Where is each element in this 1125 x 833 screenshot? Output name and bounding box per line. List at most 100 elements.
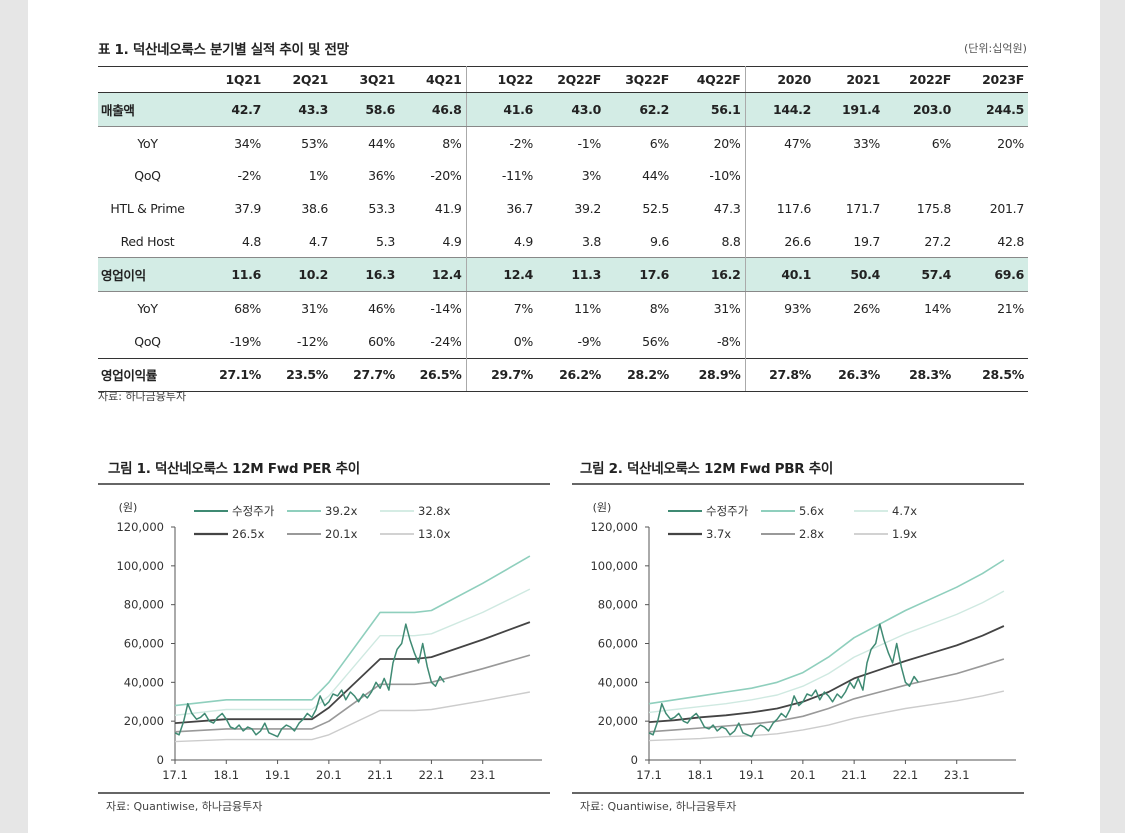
table-cell: 50.4 bbox=[815, 257, 884, 293]
table-cell bbox=[884, 325, 955, 358]
table-cell: -11% bbox=[501, 168, 533, 184]
chart1-per-band: 0 20,000 40,000 60,000 80,000 100,000 120,000 (… bbox=[116, 501, 542, 782]
table-cell: 1% bbox=[308, 168, 329, 184]
table-cell: 40.1 bbox=[745, 257, 815, 293]
x-tick-label: 19.1 bbox=[739, 768, 765, 782]
x-tick-label: 17.1 bbox=[162, 768, 188, 782]
series-13.0x-line bbox=[174, 691, 531, 743]
table-cell: 4.9 bbox=[514, 233, 533, 249]
table-source: 자료: 하나금융투자 bbox=[98, 390, 187, 403]
x-tick-label: 23.1 bbox=[944, 768, 970, 782]
column-header: 2021 bbox=[815, 66, 884, 93]
chart1-source: 자료: Quantiwise, 하나금융투자 bbox=[106, 800, 263, 813]
table-cell: 47% bbox=[784, 135, 811, 151]
table-cell: 26.5% bbox=[399, 357, 467, 393]
table-cell: 10.2 bbox=[265, 257, 332, 293]
column-header: 2022F bbox=[884, 66, 955, 93]
chart1-top-rule bbox=[98, 483, 550, 485]
legend-label: 13.0x bbox=[418, 527, 451, 541]
table-cell: 20% bbox=[997, 135, 1024, 151]
table-cell: 93% bbox=[784, 300, 811, 316]
row-label: 영업이익률 bbox=[98, 357, 198, 393]
legend-label: 5.6x bbox=[799, 504, 824, 518]
table-cell: 4.8 bbox=[242, 233, 261, 249]
y-tick-label: 60,000 bbox=[124, 637, 164, 651]
y-tick-label: 0 bbox=[157, 753, 164, 767]
table-cell: 26.3% bbox=[815, 357, 884, 393]
table-cell: 144.2 bbox=[745, 92, 815, 127]
table-cell: 27.8% bbox=[745, 357, 815, 393]
table-cell: 41.9 bbox=[399, 192, 467, 225]
table-cell: 3% bbox=[581, 168, 602, 184]
table-cell: 19.7 bbox=[853, 233, 880, 249]
chart2-pbr-band: 0 20,000 40,000 60,000 80,000 100,000 120,000 (… bbox=[590, 501, 1016, 782]
row-label: 매출액 bbox=[98, 92, 198, 127]
table-title: 표 1. 덕산네오룩스 분기별 실적 추이 및 전망 bbox=[98, 42, 349, 58]
legend-label: 3.7x bbox=[706, 527, 731, 541]
table-cell: 0% bbox=[513, 333, 534, 349]
table-cell: 21% bbox=[997, 300, 1024, 316]
table-cell: -8% bbox=[673, 324, 746, 358]
table-cell: 41.6 bbox=[466, 92, 537, 127]
series-32.8x-line bbox=[174, 588, 531, 716]
table-cell: 42.8 bbox=[997, 233, 1024, 249]
price-line bbox=[648, 623, 919, 738]
table-cell: 68% bbox=[234, 300, 261, 316]
table-cell: 12.4 bbox=[399, 257, 467, 293]
x-tick-label: 21.1 bbox=[841, 768, 867, 782]
table-cell: 56% bbox=[642, 333, 669, 349]
column-header: 2023F bbox=[955, 66, 1028, 93]
table-cell: 11.3 bbox=[537, 257, 605, 293]
table-cell: 201.7 bbox=[989, 200, 1025, 216]
y-tick-label: 80,000 bbox=[124, 598, 164, 612]
table-cell: -19% bbox=[229, 333, 261, 349]
y-tick-label: 20,000 bbox=[124, 714, 164, 728]
table-cell: 23.5% bbox=[265, 357, 332, 393]
table-cell bbox=[815, 325, 884, 358]
price-line bbox=[174, 623, 445, 738]
table-cell: 31% bbox=[301, 300, 328, 316]
table-cell: 11.6 bbox=[198, 257, 265, 293]
table-cell: 171.7 bbox=[845, 200, 881, 216]
column-header: 4Q21 bbox=[399, 66, 467, 93]
table-cell: 28.9% bbox=[673, 357, 746, 393]
table-cell: 14% bbox=[924, 300, 951, 316]
legend-label: 39.2x bbox=[325, 504, 358, 518]
x-tick-label: 22.1 bbox=[893, 768, 919, 782]
table-cell: 6% bbox=[649, 135, 670, 151]
table-cell: 4.7 bbox=[309, 233, 328, 249]
table-row: 영업이익 11.6 10.2 16.3 12.4 12.4 11.3 17.6 16.2 40.1… bbox=[98, 257, 1028, 293]
table-row: YoY 34% 53% 44% 8% -2% -1% 6% 20% 47% 33% 6% 20% bbox=[98, 126, 1028, 160]
row-label: YoY bbox=[137, 300, 158, 316]
table-cell: 44% bbox=[642, 168, 669, 184]
unit-label: (단위:십억원) bbox=[964, 42, 1027, 55]
table-header-row: 1Q21 2Q21 3Q21 4Q21 1Q22 2Q22F 3Q22F 4Q22F 2020 2… bbox=[98, 66, 1028, 93]
table-cell bbox=[745, 325, 815, 358]
y-tick-label: 120,000 bbox=[116, 520, 164, 534]
table-cell: 27.1% bbox=[198, 357, 265, 393]
table-cell bbox=[955, 325, 1028, 358]
column-header: 1Q21 bbox=[198, 66, 265, 93]
table-cell: -2% bbox=[509, 135, 534, 151]
table-cell: 203.0 bbox=[884, 92, 955, 127]
table-cell: 60% bbox=[368, 333, 395, 349]
series-26.5x-line bbox=[174, 621, 531, 724]
table-cell: 175.8 bbox=[916, 200, 952, 216]
chart1-bottom-rule bbox=[98, 792, 550, 794]
row-label: QoQ bbox=[134, 333, 161, 349]
table-cell: 58.6 bbox=[332, 92, 399, 127]
x-tick-label: 23.1 bbox=[470, 768, 496, 782]
table-cell: 8.8 bbox=[673, 224, 746, 258]
table-cell: 16.2 bbox=[673, 257, 746, 293]
chart2-top-rule bbox=[572, 483, 1024, 485]
y-axis-label: (원) bbox=[119, 501, 138, 514]
column-header: 2Q22F bbox=[537, 66, 605, 93]
table-cell: 46% bbox=[368, 300, 395, 316]
series-2.8x-line bbox=[648, 658, 1005, 733]
table-cell: 29.7% bbox=[466, 357, 537, 393]
chart2-bottom-rule bbox=[572, 792, 1024, 794]
x-tick-label: 18.1 bbox=[687, 768, 713, 782]
series-1.9x-line bbox=[648, 690, 1005, 742]
column-header: 3Q22F bbox=[605, 66, 673, 93]
legend-label: 수정주가 bbox=[706, 504, 749, 518]
